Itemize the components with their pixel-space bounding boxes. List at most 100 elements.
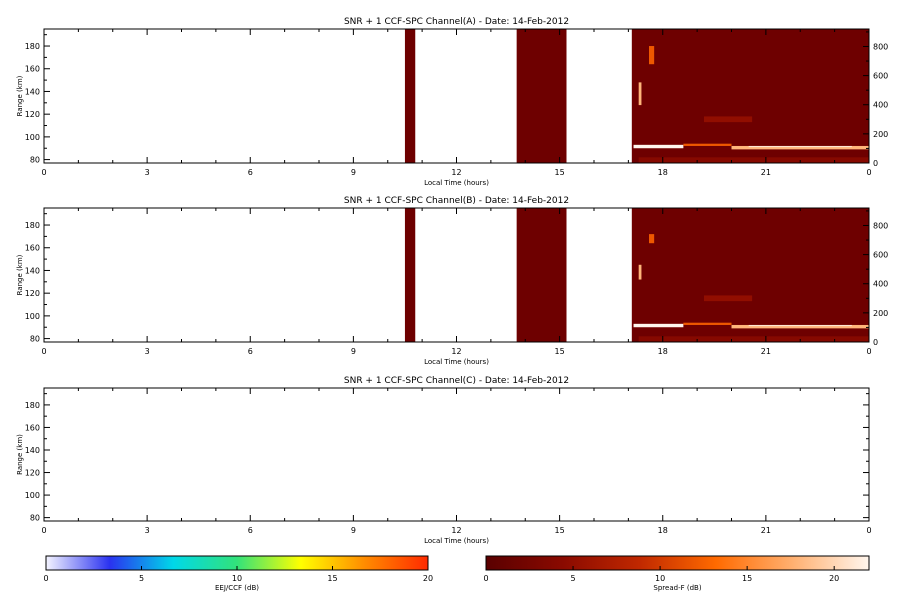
- x-axis-label: Local Time (hours): [424, 537, 489, 545]
- x-tick-label: 9: [351, 168, 356, 177]
- plot-frame: [43, 387, 870, 522]
- x-tick-label: 3: [145, 347, 150, 356]
- echo-feature: [638, 336, 869, 342]
- y2-tick-label: 400: [873, 101, 888, 110]
- colorbar-label: Spread-F (dB): [653, 584, 701, 592]
- panel-channel-c: SNR + 1 CCF-SPC Channel(C) - Date: 14-Fe…: [16, 376, 872, 545]
- echo-feature: [704, 295, 753, 302]
- echo-feature: [633, 323, 684, 328]
- colorbar-ticks: 0 5 10 15 20: [483, 566, 839, 583]
- echo-feature: [748, 324, 852, 327]
- y2-tick-label: 200: [873, 309, 888, 318]
- echo-feature: [649, 234, 655, 244]
- x-tick-label: 3: [145, 526, 150, 535]
- x-axis-label: Local Time (hours): [424, 358, 489, 366]
- y-tick-label: 120: [25, 110, 40, 119]
- y-tick-label: 140: [25, 266, 40, 275]
- x-tick-label: 12: [451, 526, 461, 535]
- x-tick-label: 9: [351, 347, 356, 356]
- y-tick-label: 160: [25, 65, 40, 74]
- echo-feature: [731, 324, 869, 329]
- echo-feature: [638, 157, 869, 163]
- x-tick-label: 0: [866, 347, 871, 356]
- colorbar-gradient: [485, 555, 870, 571]
- colorbar-tick-label: 5: [570, 574, 575, 583]
- colorbar-label: EEJ/CCF (dB): [215, 584, 259, 592]
- panel-channel-a: SNR + 1 CCF-SPC Channel(A) - Date: 14-Fe…: [16, 17, 888, 187]
- x-tick-label: 15: [555, 168, 565, 177]
- x-tick-label: 21: [761, 347, 771, 356]
- x-tick-label: 9: [351, 526, 356, 535]
- echo-feature: [683, 143, 732, 146]
- x-tick-label: 0: [41, 347, 46, 356]
- colorbar-eej-ccf: EEJ/CCF (dB) 0 5 10 15 20: [43, 555, 433, 592]
- x-tick-label: 6: [248, 347, 253, 356]
- echo-feature: [638, 264, 642, 280]
- y2-tick-label: 0: [873, 159, 878, 168]
- x-tick-label: 21: [761, 168, 771, 177]
- colorbar-tick-label: 10: [655, 574, 665, 583]
- x-tick-label: 6: [248, 526, 253, 535]
- colorbar-ticks: 0 5 10 15 20: [43, 566, 433, 583]
- y-axis-label: Range (km): [16, 254, 24, 295]
- y-tick-label: 180: [25, 221, 40, 230]
- panel-title: SNR + 1 CCF-SPC Channel(C) - Date: 14-Fe…: [344, 376, 569, 386]
- y-tick-label: 80: [30, 514, 40, 523]
- colorbar-tick-label: 5: [139, 574, 144, 583]
- colorbar-tick-label: 20: [829, 574, 839, 583]
- background-block: [516, 29, 567, 163]
- y-tick-label: 160: [25, 244, 40, 253]
- y-tick-label: 180: [25, 42, 40, 51]
- y-tick-label: 180: [25, 401, 40, 410]
- panel-title: SNR + 1 CCF-SPC Channel(B) - Date: 14-Fe…: [344, 196, 569, 206]
- y-tick-label: 80: [30, 335, 40, 344]
- x-tick-label: 18: [658, 347, 668, 356]
- heatmap-marks: [404, 208, 869, 342]
- y-tick-label: 100: [25, 491, 40, 500]
- echo-feature: [638, 82, 642, 106]
- y2-tick-label: 600: [873, 72, 888, 81]
- colorbar-tick-label: 15: [327, 574, 337, 583]
- background-block: [516, 208, 567, 342]
- x-tick-label: 0: [41, 526, 46, 535]
- y-tick-label: 160: [25, 423, 40, 432]
- background-block: [404, 208, 416, 342]
- y-tick-label: 100: [25, 312, 40, 321]
- y2-tick-label: 200: [873, 130, 888, 139]
- x-tick-label: 0: [41, 168, 46, 177]
- x-tick-label: 6: [248, 168, 253, 177]
- heatmap-marks: [404, 29, 869, 163]
- y2-tick-label: 800: [873, 221, 888, 230]
- echo-feature: [649, 46, 655, 65]
- echo-feature: [731, 145, 869, 150]
- x-tick-label: 12: [451, 168, 461, 177]
- axes: 0 3 6 9 12 15 18 21 0801001201401601800200400600…: [25, 28, 888, 177]
- colorbar-tick-label: 0: [43, 574, 48, 583]
- y-axis-label: Range (km): [16, 434, 24, 475]
- y-tick-label: 120: [25, 289, 40, 298]
- x-tick-label: 15: [555, 526, 565, 535]
- x-tick-label: 18: [658, 168, 668, 177]
- x-tick-label: 0: [866, 526, 871, 535]
- panel-title: SNR + 1 CCF-SPC Channel(A) - Date: 14-Fe…: [344, 17, 569, 27]
- colorbar-tick-label: 15: [742, 574, 752, 583]
- y2-tick-label: 400: [873, 280, 888, 289]
- background-block: [631, 29, 869, 163]
- colorbar-tick-label: 0: [483, 574, 488, 583]
- colorbar-tick-label: 10: [232, 574, 242, 583]
- y2-tick-label: 600: [873, 251, 888, 260]
- panel-channel-b: SNR + 1 CCF-SPC Channel(B) - Date: 14-Fe…: [16, 196, 888, 366]
- x-tick-label: 0: [866, 168, 871, 177]
- y-axis-label: Range (km): [16, 75, 24, 116]
- y-tick-label: 80: [30, 156, 40, 165]
- background-block: [631, 208, 869, 342]
- y-tick-label: 140: [25, 446, 40, 455]
- y-tick-label: 140: [25, 87, 40, 96]
- echo-feature: [748, 145, 852, 148]
- x-tick-label: 18: [658, 526, 668, 535]
- y-tick-label: 100: [25, 133, 40, 142]
- colorbar-tick-label: 20: [423, 574, 433, 583]
- echo-feature: [704, 116, 753, 123]
